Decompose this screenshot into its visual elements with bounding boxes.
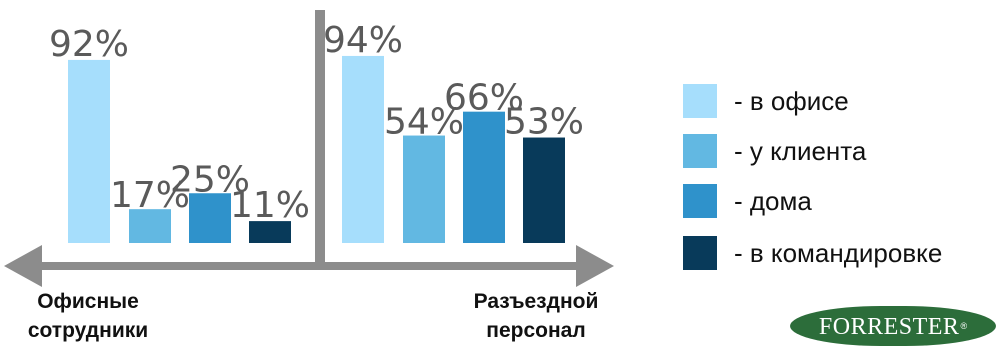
value-label: 11%	[230, 185, 310, 226]
legend-swatch	[683, 236, 717, 270]
value-label: 17%	[110, 175, 190, 216]
legend-swatch	[683, 134, 717, 168]
double-arrow-axis	[4, 245, 614, 287]
value-label: 66%	[444, 78, 524, 119]
value-label: 54%	[384, 102, 464, 143]
group-label-line1: Офисные	[37, 290, 139, 313]
center-divider	[315, 10, 325, 268]
legend-label: - в командировке	[734, 237, 943, 268]
logo-text: FORRESTER	[818, 313, 960, 340]
bar-chart: 92% 17%25%11% 94% 54%66%53% Офисные сотрудн…	[4, 10, 614, 342]
legend-item: - в командировке	[683, 234, 942, 272]
registered-mark: ®	[960, 321, 968, 331]
value-label: 25%	[170, 159, 250, 200]
legend-label: - у клиента	[734, 135, 867, 166]
legend-item: - у клиента	[683, 132, 866, 170]
legend-item: - дома	[683, 182, 812, 220]
arrow-right-icon	[576, 245, 614, 287]
group-label-line1: Разъездной	[474, 290, 599, 313]
legend-swatch	[683, 184, 717, 218]
bar	[129, 209, 171, 243]
bar	[523, 137, 565, 243]
bar	[249, 221, 291, 243]
arrow-left-icon	[4, 245, 42, 287]
bar	[463, 111, 505, 243]
legend-item: - в офисе	[683, 82, 849, 120]
value-label: 94%	[323, 20, 403, 61]
group-label-line2: персонал	[486, 319, 585, 342]
bar	[68, 59, 110, 243]
value-label: 92%	[49, 24, 129, 65]
value-label: 53%	[504, 102, 584, 143]
legend-label: - в офисе	[734, 85, 849, 116]
value-labels-layer: 92% 17%25%11% 94% 54%66%53%	[49, 20, 584, 226]
group-label-line2: сотрудники	[28, 319, 148, 342]
legend-swatch	[683, 84, 717, 118]
forrester-logo: FORRESTER ®	[790, 306, 996, 346]
bar	[189, 193, 231, 243]
bar	[403, 135, 445, 243]
bar	[342, 55, 384, 243]
legend-label: - дома	[734, 185, 812, 216]
bars-layer	[68, 55, 565, 243]
